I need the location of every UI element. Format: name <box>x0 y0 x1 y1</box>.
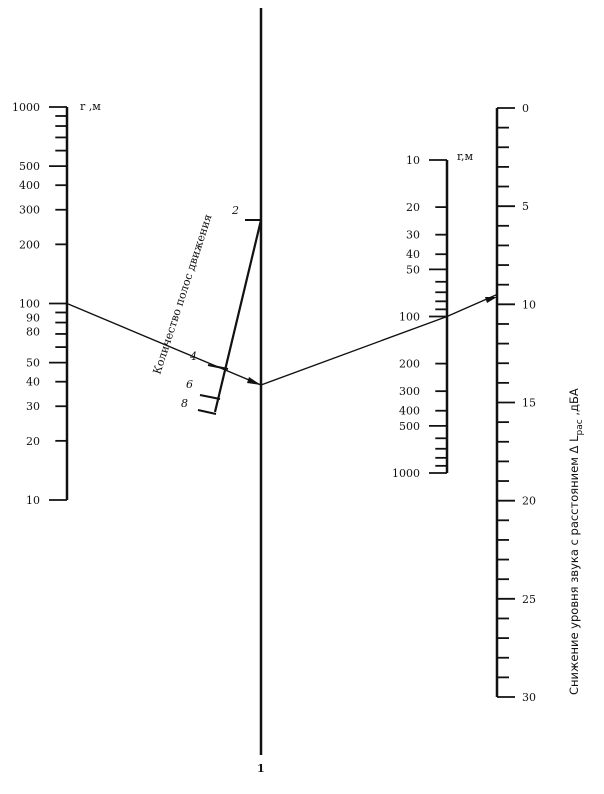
tick-label: 30 <box>406 229 420 242</box>
tick-label: 40 <box>26 376 40 389</box>
tick-label: 100 <box>399 311 420 324</box>
tick-label: 25 <box>522 593 536 606</box>
tick-label: 40 <box>406 248 420 261</box>
tick-label: 30 <box>26 400 40 413</box>
tick-label: 1000 <box>392 467 420 480</box>
tick-label: 10 <box>522 298 536 311</box>
tick-label: 400 <box>19 179 40 192</box>
tick-label: 30 <box>522 691 536 704</box>
tick-label: 300 <box>399 385 420 398</box>
tick-label: 20 <box>406 201 420 214</box>
tick-label: 80 <box>26 326 40 339</box>
tick-label: 300 <box>19 204 40 217</box>
example-solution-path <box>66 293 498 386</box>
center-line-label: 1 <box>257 762 265 775</box>
tick-label: 200 <box>19 238 40 251</box>
arrow-head-icon <box>485 297 497 303</box>
right-distance-scale: 10 20 30 40 50 100 200 300 400 500 1000 <box>392 154 449 480</box>
tick-label: 10 <box>406 154 420 167</box>
tick-label: 50 <box>406 263 420 276</box>
tick-label: 0 <box>522 102 529 115</box>
lanes-scale-axis <box>213 219 263 413</box>
tick-label: 10 <box>26 494 40 507</box>
tick-label: 500 <box>19 160 40 173</box>
tick-label: 15 <box>522 397 536 410</box>
left-scale-unit-label: r ,м <box>80 100 101 113</box>
lanes-tick <box>197 409 217 415</box>
tick-label: 100 <box>19 298 40 311</box>
tick-label: 90 <box>26 312 40 325</box>
solution-line-right <box>260 293 498 386</box>
tick-label: 200 <box>399 358 420 371</box>
lanes-tick-label: 6 <box>186 378 193 391</box>
tick-label: 20 <box>522 495 536 508</box>
dba-scale-title: Снижение уровня звука с расстоянием Δ Lр… <box>567 388 585 695</box>
right-scale-unit-label: r,м <box>457 150 474 163</box>
tick-label: 1000 <box>12 101 40 114</box>
tick-label: 5 <box>522 200 529 213</box>
dba-reduction-scale: 0 5 10 15 20 25 30 <box>495 102 536 704</box>
lanes-tick-label: 2 <box>231 204 239 217</box>
tick-label: 50 <box>26 357 40 370</box>
lanes-tick <box>199 394 221 400</box>
tick-label: 400 <box>399 405 420 418</box>
solution-line-left <box>66 302 262 386</box>
tick-label: 20 <box>26 435 40 448</box>
tick-label: 500 <box>399 420 420 433</box>
lanes-tick-label: 8 <box>181 397 188 410</box>
arrow-head-icon <box>247 377 261 385</box>
